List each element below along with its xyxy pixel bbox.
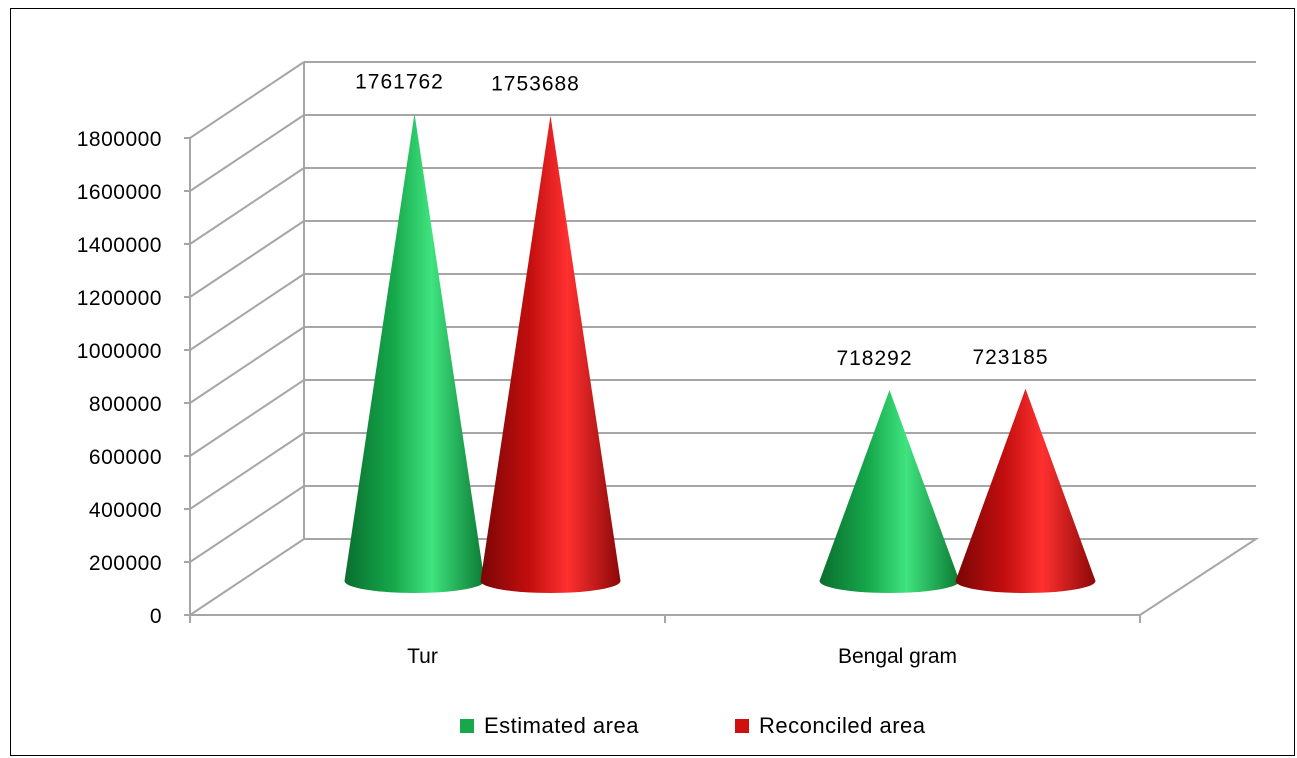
gridline-wall [189,432,305,510]
legend-label: Reconciled area [759,713,926,738]
legend-label: Estimated area [484,713,639,738]
gridline-wall [189,220,305,298]
y-tick-label: 800000 [89,393,162,416]
cone-reconciled-area [480,115,621,593]
cone-series [344,113,1096,593]
y-tick-label: 600000 [89,446,162,469]
gridline-wall [189,379,305,457]
y-tick-label: 1200000 [77,287,162,310]
gridline-wall [189,114,305,192]
gridline-wall [189,485,305,563]
gridline-wall [189,61,305,139]
data-labels: 1761762 1753688 718292 723185 [355,71,1048,371]
legend: Estimated area Reconciled area [460,713,926,738]
legend-swatch [735,719,749,733]
data-label: 1761762 [355,71,444,94]
y-tick-label: 0 [150,605,162,628]
x-category-label: Bengal gram [838,645,957,668]
gridline-wall [189,167,305,245]
x-category-label: Tur [407,645,438,668]
y-tick-label: 1800000 [77,128,162,151]
cone-estimated-area [344,113,485,593]
gridline-wall [189,326,305,404]
y-tick-label: 1400000 [77,234,162,257]
y-tick-label: 200000 [89,552,162,575]
floor-outline [189,538,1260,616]
data-label: 718292 [836,347,912,370]
data-label: 723185 [972,346,1048,369]
cone-estimated-area [819,390,960,593]
y-tick-label: 400000 [89,499,162,522]
y-tick-label: 1600000 [77,181,162,204]
chart-walls [189,138,1260,616]
data-label: 1753688 [491,73,580,96]
chart-frame [10,8,1295,756]
legend-swatch [460,719,474,733]
x-axis: Tur Bengal gram [189,614,1141,668]
cone-reconciled-area [955,388,1096,593]
y-axis: 0 200000 400000 600000 800000 1000000 1200000 1… [77,128,190,628]
gridlines [189,61,1256,563]
y-tick-label: 1000000 [77,340,162,363]
gridline-wall [189,273,305,351]
